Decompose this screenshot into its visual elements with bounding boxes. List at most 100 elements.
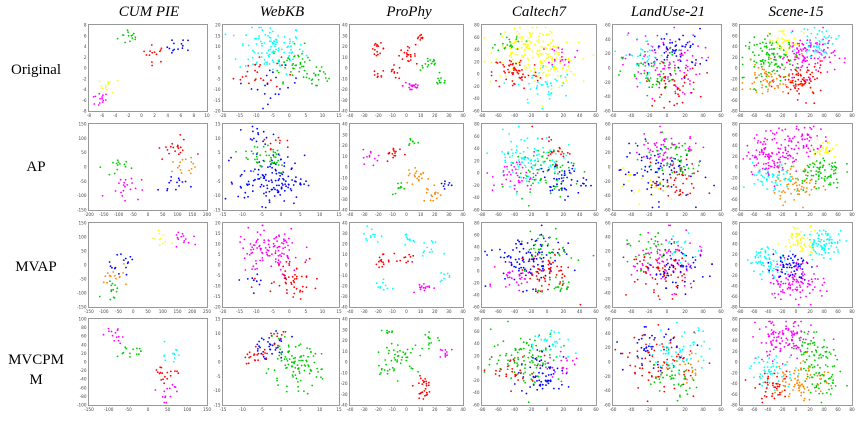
scatter-point bbox=[546, 57, 548, 60]
scatter-point bbox=[679, 60, 682, 62]
scatter-point bbox=[816, 138, 819, 141]
y-tick-label: -20 bbox=[473, 378, 480, 383]
scatter-point bbox=[673, 104, 676, 107]
scatter-point bbox=[554, 254, 557, 257]
scatter-point bbox=[519, 26, 522, 29]
scatter-point bbox=[789, 284, 792, 286]
scatter-point bbox=[168, 387, 171, 390]
scatter-panel-ap-cum-pie: -200 -150 -100 -50 0 50 100 150 200-150-100-5005… bbox=[77, 122, 211, 218]
scatter-point bbox=[518, 161, 521, 163]
scatter-point bbox=[626, 260, 629, 263]
x-tick-label: 20 bbox=[432, 407, 438, 412]
scatter-point bbox=[674, 267, 677, 270]
scatter-point bbox=[796, 99, 799, 101]
scatter-point bbox=[383, 369, 386, 371]
scatter-point bbox=[520, 138, 523, 141]
scatter-point bbox=[525, 180, 528, 183]
scatter-point bbox=[788, 282, 791, 284]
scatter-point bbox=[667, 185, 670, 187]
scatter-point bbox=[552, 185, 555, 187]
scatter-point bbox=[666, 48, 669, 51]
scatter-point bbox=[534, 164, 536, 167]
scatter-point bbox=[534, 339, 536, 342]
scatter-point bbox=[396, 351, 399, 353]
scatter-point bbox=[794, 80, 797, 83]
scatter-point bbox=[516, 190, 518, 193]
scatter-point bbox=[676, 248, 679, 251]
scatter-point bbox=[549, 256, 552, 259]
scatter-point bbox=[659, 125, 661, 128]
scatter-point bbox=[574, 56, 576, 58]
y-tick-label: -8 bbox=[82, 109, 87, 114]
scatter-point bbox=[544, 360, 546, 363]
scatter-point bbox=[184, 158, 187, 161]
scatter-point bbox=[810, 224, 812, 227]
scatter-point bbox=[823, 48, 825, 51]
scatter-point bbox=[667, 76, 669, 78]
scatter-point bbox=[634, 75, 636, 78]
scatter-point bbox=[822, 26, 824, 29]
scatter-point bbox=[832, 182, 835, 184]
scatter-point bbox=[827, 247, 830, 250]
scatter-point bbox=[278, 64, 281, 67]
scatter-point bbox=[520, 282, 523, 285]
scatter-point bbox=[683, 273, 685, 276]
scatter-point bbox=[546, 75, 548, 77]
scatter-point bbox=[662, 270, 665, 273]
scatter-point bbox=[796, 235, 799, 238]
scatter-point bbox=[666, 162, 669, 165]
y-tick-label: -15 bbox=[214, 403, 221, 408]
scatter-point bbox=[684, 240, 687, 243]
scatter-point bbox=[626, 155, 628, 158]
scatter-point bbox=[537, 363, 539, 366]
scatter-point bbox=[788, 140, 790, 142]
scatter-point bbox=[108, 81, 111, 83]
scatter-point bbox=[243, 170, 246, 172]
scatter-point bbox=[680, 155, 682, 158]
scatter-point bbox=[260, 183, 263, 186]
scatter-point bbox=[828, 183, 830, 186]
scatter-point bbox=[276, 189, 279, 192]
scatter-point bbox=[561, 51, 563, 54]
scatter-point bbox=[505, 78, 508, 81]
scatter-point bbox=[382, 70, 385, 72]
scatter-point bbox=[290, 189, 293, 192]
scatter-point bbox=[165, 401, 168, 404]
scatter-point bbox=[244, 356, 247, 359]
scatter-point bbox=[667, 148, 670, 150]
x-tick-label: -40 bbox=[511, 407, 518, 412]
scatter-point bbox=[539, 385, 542, 387]
scatter-point bbox=[644, 271, 647, 273]
scatter-point bbox=[246, 278, 249, 280]
scatter-point bbox=[163, 354, 166, 357]
scatter-point bbox=[797, 44, 800, 46]
scatter-point bbox=[549, 30, 552, 33]
scatter-point bbox=[537, 39, 540, 41]
scatter-point bbox=[399, 349, 401, 352]
scatter-point bbox=[286, 256, 289, 259]
scatter-point bbox=[549, 366, 552, 368]
scatter-point bbox=[773, 292, 776, 295]
scatter-point bbox=[114, 274, 116, 277]
scatter-point bbox=[408, 60, 410, 63]
scatter-point bbox=[504, 286, 507, 288]
scatter-point bbox=[652, 180, 655, 183]
scatter-point bbox=[190, 168, 193, 170]
scatter-point bbox=[486, 152, 488, 154]
scatter-point bbox=[614, 50, 617, 53]
scatter-point bbox=[563, 275, 566, 278]
scatter-point bbox=[268, 190, 271, 193]
scatter-point bbox=[501, 185, 504, 188]
scatter-point bbox=[524, 43, 527, 45]
scatter-point bbox=[520, 54, 523, 57]
x-tick-label: -40 bbox=[628, 309, 635, 314]
scatter-point bbox=[503, 47, 506, 50]
scatter-point bbox=[687, 147, 690, 150]
scatter-point bbox=[672, 163, 675, 165]
scatter-point bbox=[250, 150, 253, 153]
y-tick-label: 0 bbox=[218, 360, 221, 365]
scatter-point bbox=[770, 155, 772, 158]
scatter-point bbox=[520, 46, 523, 49]
scatter-point bbox=[796, 56, 798, 59]
scatter-point bbox=[671, 49, 674, 51]
